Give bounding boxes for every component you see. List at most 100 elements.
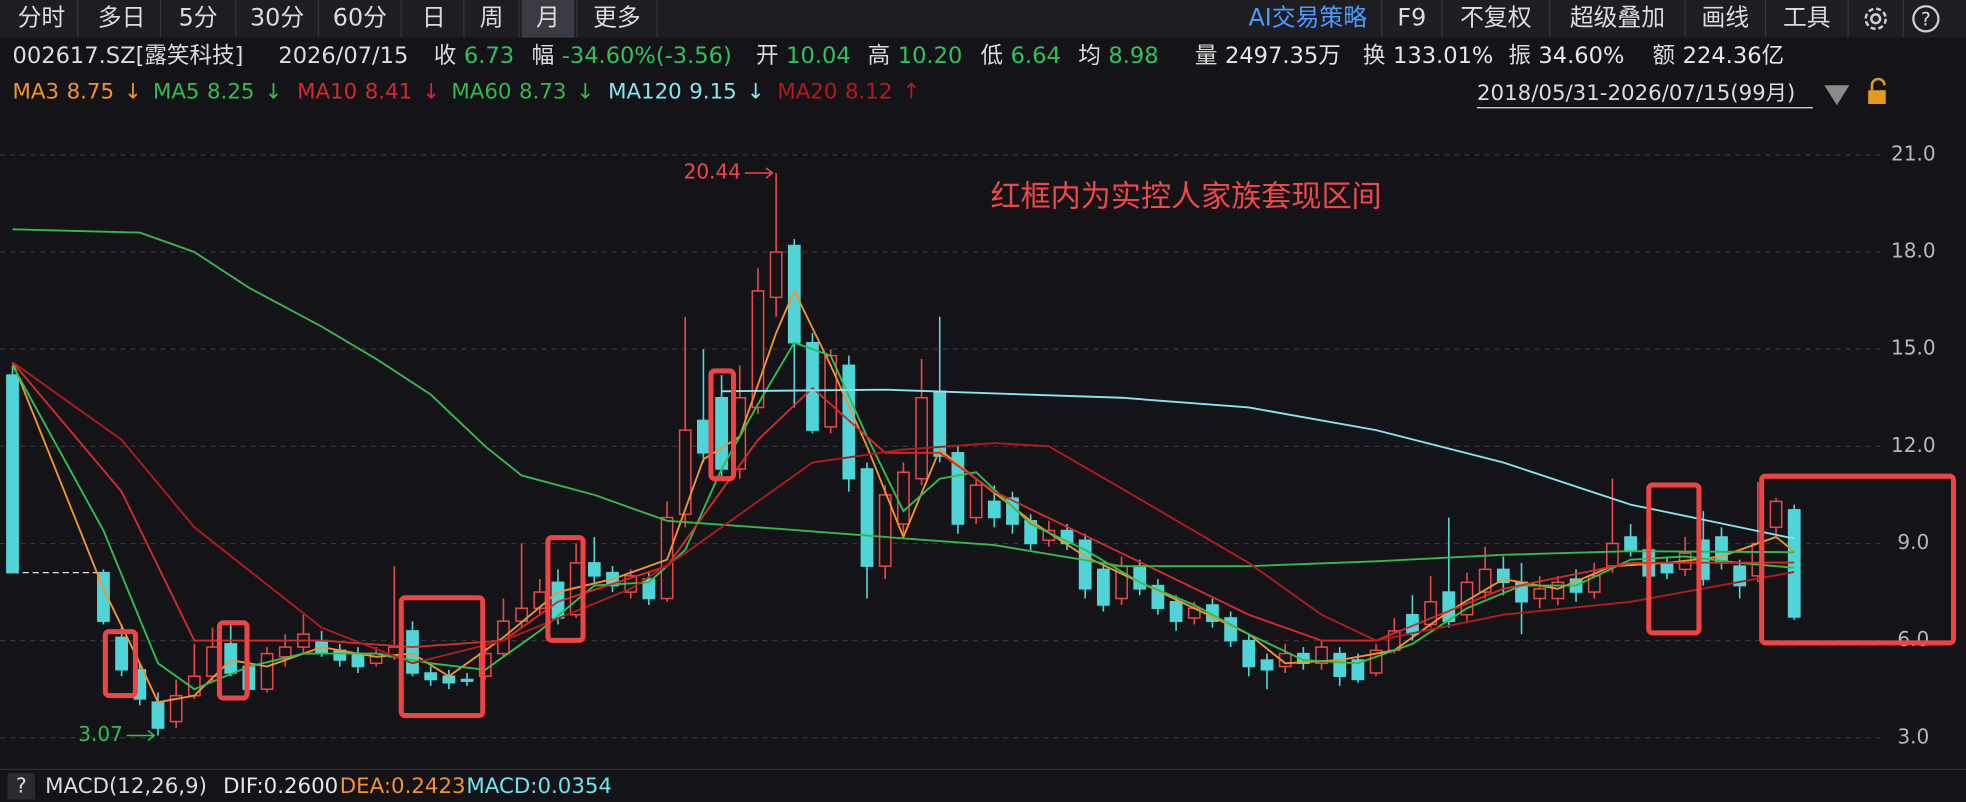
y-tick-label: 21.0 xyxy=(1891,141,1936,165)
toolbar-separators xyxy=(77,0,1904,38)
quote-label: 振 xyxy=(1508,43,1531,69)
tool-button[interactable]: 画线 xyxy=(1701,3,1749,31)
tool-button[interactable]: 工具 xyxy=(1783,3,1831,31)
tool-button[interactable]: AI交易策略 xyxy=(1248,3,1367,31)
candle-body xyxy=(260,652,274,690)
tab[interactable]: 30分 xyxy=(250,3,304,31)
candle-body xyxy=(1369,649,1383,674)
highlight-box xyxy=(1646,482,1702,636)
quote-label: 量 xyxy=(1195,43,1218,69)
tab[interactable]: 日 xyxy=(422,3,446,31)
quote-value: 8.98 xyxy=(1108,43,1158,69)
legend-name: MA120 xyxy=(608,80,682,105)
tab[interactable]: 60分 xyxy=(333,3,387,31)
legend: MA3 8.75 ↓ MA5 8.25 ↓ MA10 8.41 ↓ MA60 8.73 ↓ MA120 9… xyxy=(13,80,921,105)
macd-title: MACD(12,26,9) xyxy=(45,774,207,799)
quote-label: 低 xyxy=(980,43,1003,69)
candle-body xyxy=(896,471,910,525)
tab[interactable]: 更多 xyxy=(593,3,641,31)
ma-line xyxy=(11,361,1795,649)
toolbar xyxy=(0,0,1966,38)
macd-items: DIF:0.2600 DEA:0.2423 MACD:0.0354 xyxy=(223,774,612,799)
highlight-box xyxy=(708,368,736,482)
tab[interactable]: 周 xyxy=(480,3,504,31)
quote-label: 额 xyxy=(1653,43,1676,69)
candle-body xyxy=(278,646,292,658)
help-icon[interactable] xyxy=(1912,5,1940,33)
candle-body xyxy=(115,636,129,671)
tab[interactable]: 多日 xyxy=(98,3,146,31)
highlight-box xyxy=(1759,473,1956,646)
tool-button[interactable]: F9 xyxy=(1397,3,1426,31)
candle-body xyxy=(169,694,183,723)
quote-label: 收 xyxy=(434,43,457,69)
highlight-box xyxy=(545,535,586,643)
tab[interactable]: 月 xyxy=(536,3,560,31)
range-dropdown[interactable] xyxy=(1824,85,1850,106)
legend-name: MA3 xyxy=(13,80,60,105)
lock-icon[interactable] xyxy=(1868,77,1886,105)
y-tick-label: 12.0 xyxy=(1891,433,1936,457)
candle-body xyxy=(878,494,892,567)
ma-line xyxy=(721,388,1795,540)
quote-value: 133.01% xyxy=(1393,43,1493,69)
candle-body xyxy=(406,630,419,674)
candle-body xyxy=(587,562,601,577)
active-tab xyxy=(521,0,575,38)
date-range[interactable]: 2018/05/31-2026/07/15(99月) xyxy=(1477,81,1795,106)
help-text[interactable]: ? xyxy=(1921,10,1931,31)
quote-value: 6.73 xyxy=(464,43,514,69)
settings-icon[interactable] xyxy=(1864,7,1888,31)
macd-help[interactable]: ? xyxy=(16,773,27,797)
tool-button[interactable]: 超级叠加 xyxy=(1570,3,1665,31)
low-label: 3.07 xyxy=(78,722,123,746)
candle-body xyxy=(1496,568,1510,584)
macd-help-box[interactable] xyxy=(7,773,36,800)
ma-line xyxy=(11,361,1795,665)
legend-name: MA60 xyxy=(451,80,511,105)
tab[interactable]: 分时 xyxy=(18,3,66,31)
candle-body xyxy=(424,672,438,681)
annotation: 红框内为实控人家族套现区间 xyxy=(991,179,1382,214)
quote-date: 2026/07/15 xyxy=(278,43,408,69)
tab[interactable]: 5分 xyxy=(179,3,218,31)
candle-body xyxy=(951,452,965,525)
legend-trend: ↓ xyxy=(576,80,594,105)
candle-body xyxy=(642,578,656,600)
highlight-boxes xyxy=(102,368,1956,719)
macd-value: DIF:0.2600 xyxy=(223,774,338,799)
macd-value: DEA:0.2423 xyxy=(340,774,466,799)
y-tick-label: 18.0 xyxy=(1891,239,1936,263)
candle-body xyxy=(751,290,765,409)
candle-body xyxy=(460,678,474,682)
candle-body xyxy=(206,646,219,677)
legend-value: 8.12 xyxy=(845,80,892,105)
candle-body xyxy=(1078,539,1092,590)
quote-label: 换 xyxy=(1363,43,1386,69)
candle-body xyxy=(1769,500,1783,529)
quote-value: 6.64 xyxy=(1011,43,1061,69)
candle-body xyxy=(1533,588,1547,600)
candle-body xyxy=(1351,659,1365,681)
candle-body xyxy=(915,396,928,480)
legend-value: 8.25 xyxy=(207,80,254,105)
candle-body xyxy=(769,251,783,299)
candle-body xyxy=(1478,568,1492,593)
quote-value: 224.36亿 xyxy=(1683,43,1784,69)
candle-body xyxy=(1715,536,1728,564)
tool-button[interactable]: 不复权 xyxy=(1460,3,1532,31)
candle-body xyxy=(533,591,547,609)
quote-value: 2497.35万 xyxy=(1225,43,1341,69)
legend-value: 8.41 xyxy=(365,80,412,105)
candle-body xyxy=(1606,542,1619,567)
quote-label: 均 xyxy=(1078,43,1101,69)
ma-line xyxy=(12,228,1795,568)
candle-body xyxy=(1315,646,1328,665)
highlight-box xyxy=(398,595,486,719)
candle-body xyxy=(1242,639,1256,668)
legend-value: 9.15 xyxy=(689,80,736,105)
legend-name: MA5 xyxy=(153,80,200,105)
candle-body xyxy=(987,500,1001,519)
